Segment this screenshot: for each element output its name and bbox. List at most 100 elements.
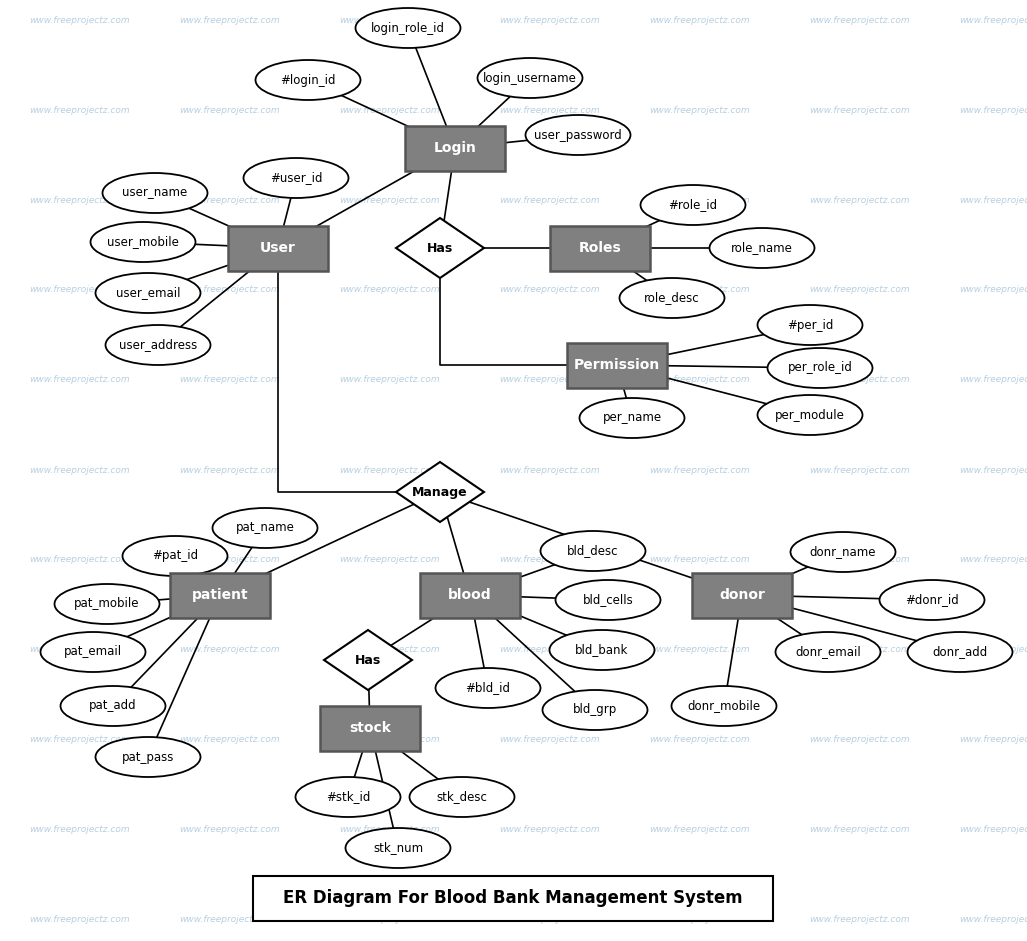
Text: www.freeprojectz.com: www.freeprojectz.com [30, 196, 130, 204]
Text: www.freeprojectz.com: www.freeprojectz.com [650, 466, 751, 474]
Text: www.freeprojectz.com: www.freeprojectz.com [500, 105, 601, 115]
Ellipse shape [619, 278, 724, 318]
Text: www.freeprojectz.com: www.freeprojectz.com [180, 105, 280, 115]
Ellipse shape [526, 115, 631, 155]
Text: user_name: user_name [122, 186, 188, 199]
Text: bld_bank: bld_bank [575, 644, 629, 657]
Text: www.freeprojectz.com: www.freeprojectz.com [30, 825, 130, 835]
Text: www.freeprojectz.com: www.freeprojectz.com [809, 646, 910, 655]
Text: www.freeprojectz.com: www.freeprojectz.com [959, 466, 1027, 474]
Text: www.freeprojectz.com: www.freeprojectz.com [30, 285, 130, 295]
Text: www.freeprojectz.com: www.freeprojectz.com [809, 736, 910, 744]
Text: www.freeprojectz.com: www.freeprojectz.com [650, 15, 751, 24]
Text: donr_mobile: donr_mobile [687, 699, 761, 712]
Text: www.freeprojectz.com: www.freeprojectz.com [809, 105, 910, 115]
Text: www.freeprojectz.com: www.freeprojectz.com [340, 196, 441, 204]
Text: www.freeprojectz.com: www.freeprojectz.com [180, 285, 280, 295]
Text: www.freeprojectz.com: www.freeprojectz.com [959, 105, 1027, 115]
Text: www.freeprojectz.com: www.freeprojectz.com [180, 555, 280, 565]
Text: www.freeprojectz.com: www.freeprojectz.com [500, 916, 601, 924]
Ellipse shape [542, 690, 647, 730]
Text: www.freeprojectz.com: www.freeprojectz.com [180, 466, 280, 474]
Text: bld_cells: bld_cells [582, 594, 634, 607]
FancyBboxPatch shape [567, 343, 667, 388]
Text: user_address: user_address [119, 339, 197, 352]
Ellipse shape [672, 686, 776, 726]
Ellipse shape [256, 60, 360, 100]
Text: blood: blood [448, 588, 492, 602]
Text: www.freeprojectz.com: www.freeprojectz.com [959, 555, 1027, 565]
Ellipse shape [775, 632, 880, 672]
Text: donr_email: donr_email [795, 646, 861, 659]
Text: www.freeprojectz.com: www.freeprojectz.com [650, 196, 751, 204]
Ellipse shape [540, 531, 646, 571]
Text: www.freeprojectz.com: www.freeprojectz.com [809, 825, 910, 835]
FancyBboxPatch shape [320, 706, 420, 751]
Text: www.freeprojectz.com: www.freeprojectz.com [650, 105, 751, 115]
Text: www.freeprojectz.com: www.freeprojectz.com [959, 916, 1027, 924]
Text: www.freeprojectz.com: www.freeprojectz.com [180, 15, 280, 24]
Ellipse shape [579, 398, 685, 438]
Ellipse shape [767, 348, 873, 388]
Text: per_name: per_name [603, 411, 661, 424]
Text: www.freeprojectz.com: www.freeprojectz.com [340, 285, 441, 295]
Text: www.freeprojectz.com: www.freeprojectz.com [180, 375, 280, 385]
Text: role_desc: role_desc [644, 292, 699, 305]
Text: user_mobile: user_mobile [107, 235, 179, 248]
Text: pat_pass: pat_pass [122, 751, 175, 763]
Text: #bld_id: #bld_id [465, 681, 510, 694]
Text: www.freeprojectz.com: www.freeprojectz.com [180, 736, 280, 744]
Text: www.freeprojectz.com: www.freeprojectz.com [340, 736, 441, 744]
Text: www.freeprojectz.com: www.freeprojectz.com [809, 466, 910, 474]
Text: www.freeprojectz.com: www.freeprojectz.com [959, 646, 1027, 655]
Text: www.freeprojectz.com: www.freeprojectz.com [500, 825, 601, 835]
Text: www.freeprojectz.com: www.freeprojectz.com [500, 466, 601, 474]
Text: login_role_id: login_role_id [371, 22, 445, 35]
Text: stk_desc: stk_desc [436, 790, 488, 804]
Text: www.freeprojectz.com: www.freeprojectz.com [30, 105, 130, 115]
Text: pat_mobile: pat_mobile [74, 598, 140, 611]
Ellipse shape [122, 536, 228, 576]
Text: www.freeprojectz.com: www.freeprojectz.com [650, 825, 751, 835]
Text: www.freeprojectz.com: www.freeprojectz.com [809, 15, 910, 24]
Text: www.freeprojectz.com: www.freeprojectz.com [340, 555, 441, 565]
Text: www.freeprojectz.com: www.freeprojectz.com [340, 105, 441, 115]
Ellipse shape [710, 228, 814, 268]
Text: www.freeprojectz.com: www.freeprojectz.com [959, 285, 1027, 295]
Text: #per_id: #per_id [787, 318, 833, 331]
Text: login_username: login_username [483, 72, 577, 85]
Text: donor: donor [719, 588, 765, 602]
Ellipse shape [90, 222, 195, 262]
Text: www.freeprojectz.com: www.freeprojectz.com [650, 736, 751, 744]
Text: www.freeprojectz.com: www.freeprojectz.com [30, 916, 130, 924]
Polygon shape [396, 462, 484, 522]
Text: www.freeprojectz.com: www.freeprojectz.com [809, 196, 910, 204]
Text: www.freeprojectz.com: www.freeprojectz.com [340, 646, 441, 655]
Ellipse shape [96, 737, 200, 777]
Text: per_module: per_module [775, 408, 845, 422]
Text: #pat_id: #pat_id [152, 550, 198, 563]
FancyBboxPatch shape [405, 125, 505, 170]
Ellipse shape [758, 395, 863, 435]
Text: www.freeprojectz.com: www.freeprojectz.com [340, 916, 441, 924]
Text: www.freeprojectz.com: www.freeprojectz.com [340, 375, 441, 385]
Text: per_role_id: per_role_id [788, 361, 852, 375]
Text: www.freeprojectz.com: www.freeprojectz.com [500, 736, 601, 744]
Ellipse shape [296, 777, 401, 817]
Text: www.freeprojectz.com: www.freeprojectz.com [180, 916, 280, 924]
Text: Permission: Permission [574, 358, 660, 372]
Ellipse shape [355, 8, 460, 48]
Ellipse shape [556, 580, 660, 620]
Text: pat_add: pat_add [89, 699, 137, 712]
Text: www.freeprojectz.com: www.freeprojectz.com [959, 15, 1027, 24]
Ellipse shape [345, 828, 451, 868]
Text: www.freeprojectz.com: www.freeprojectz.com [500, 646, 601, 655]
Text: www.freeprojectz.com: www.freeprojectz.com [500, 555, 601, 565]
Text: www.freeprojectz.com: www.freeprojectz.com [500, 375, 601, 385]
Text: www.freeprojectz.com: www.freeprojectz.com [959, 375, 1027, 385]
Polygon shape [324, 630, 412, 690]
FancyBboxPatch shape [550, 226, 650, 270]
Text: stock: stock [349, 721, 391, 735]
Text: www.freeprojectz.com: www.freeprojectz.com [500, 196, 601, 204]
FancyBboxPatch shape [170, 572, 270, 617]
